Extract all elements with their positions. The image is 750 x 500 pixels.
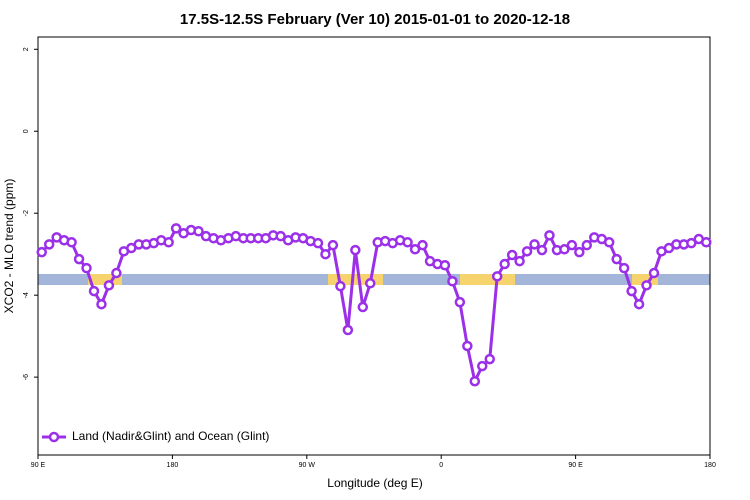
data-point (529, 239, 540, 250)
data-point (320, 248, 331, 260)
x-tick-label: 180 (704, 462, 716, 469)
data-point (81, 262, 92, 274)
data-point (544, 230, 555, 241)
data-point (66, 237, 77, 248)
data-point (409, 244, 421, 255)
data-point (357, 301, 369, 313)
y-tick-label: 0 (23, 129, 30, 133)
data-point (417, 239, 428, 251)
legend-label: Land (Nadir&Glint) and Ocean (Glint) (72, 429, 269, 443)
data-point (170, 223, 182, 234)
data-point (335, 280, 346, 292)
data-point (611, 253, 622, 265)
y-tick-label: -2 (23, 210, 30, 216)
data-point (193, 225, 204, 237)
x-tick-label: 90 W (299, 462, 316, 469)
data-point (88, 285, 100, 297)
data-point (477, 360, 488, 372)
series-line (40, 226, 707, 383)
data-point (312, 237, 324, 249)
x-tick-label: 90 E (568, 462, 583, 469)
data-point (469, 375, 481, 387)
data-point (73, 253, 85, 265)
x-tick-label: 90 E (31, 462, 46, 469)
data-point (96, 298, 107, 310)
data-point (686, 237, 697, 249)
data-point (111, 267, 122, 279)
data-point (506, 249, 518, 261)
data-point (454, 296, 466, 308)
chart-title: 17.5S-12.5S February (Ver 10) 2015-01-01… (180, 11, 570, 28)
data-point (603, 237, 615, 248)
data-point (327, 239, 339, 251)
data-point (626, 285, 637, 297)
data-point (275, 230, 286, 242)
land-band (328, 274, 383, 285)
y-tick-label: -4 (23, 292, 30, 298)
data-point (618, 262, 630, 274)
data-point (633, 298, 645, 310)
data-point (163, 237, 174, 248)
y-tick-label: 2 (23, 47, 30, 51)
data-point (641, 280, 652, 291)
data-point (103, 280, 115, 291)
y-tick-label: -6 (23, 374, 30, 380)
legend-marker (48, 431, 60, 443)
data-point (581, 239, 593, 251)
data-point (521, 246, 533, 257)
y-axis-title: XCO2 - MLO trend (ppm) (2, 179, 16, 314)
data-point (462, 340, 473, 352)
data-point (402, 237, 413, 248)
data-point (491, 271, 503, 282)
data-point (499, 258, 510, 270)
data-point (43, 239, 55, 250)
x-axis-title: Longitude (deg E) (327, 476, 422, 490)
data-point (514, 255, 525, 267)
x-tick-label: 0 (439, 462, 443, 469)
data-point (439, 260, 451, 271)
data-point (350, 244, 361, 256)
land-band (632, 274, 658, 285)
data-point (447, 275, 458, 287)
data-point (365, 278, 376, 289)
data-point (484, 353, 495, 365)
x-tick-label: 180 (167, 462, 179, 469)
land-band (88, 274, 122, 285)
data-point (36, 246, 47, 258)
data-point (536, 244, 548, 256)
data-point (342, 324, 354, 336)
data-point (566, 239, 578, 251)
land-band (460, 274, 515, 285)
data-point (701, 237, 712, 248)
data-point (574, 246, 585, 258)
data-point (559, 244, 570, 255)
data-point (648, 267, 660, 279)
surface-band (38, 274, 710, 285)
